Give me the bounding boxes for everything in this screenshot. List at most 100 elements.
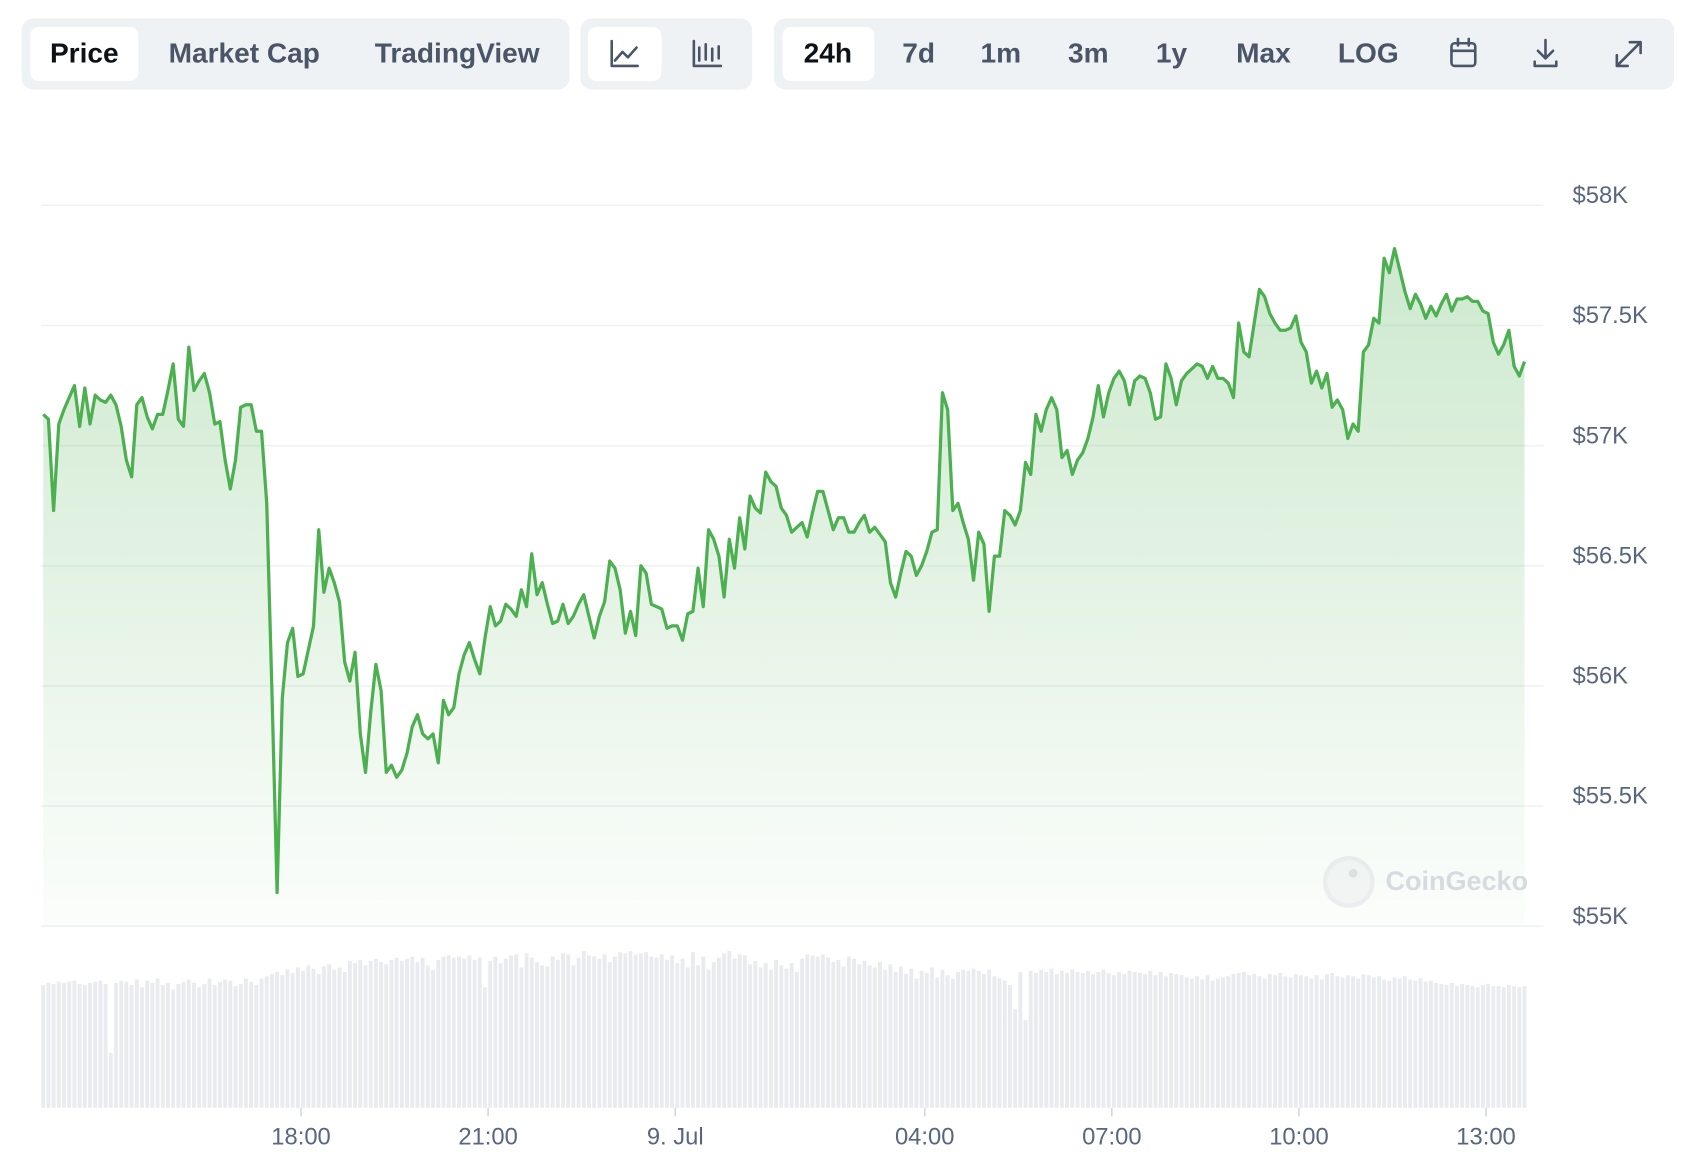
y-tick-label: $57.5K <box>1573 302 1648 329</box>
volume-bar <box>1075 971 1080 1108</box>
volume-bar <box>1106 973 1111 1108</box>
volume-bar <box>800 958 805 1108</box>
volume-bar <box>1309 978 1314 1108</box>
volume-bar <box>1273 975 1277 1108</box>
volume-bar <box>108 1053 113 1108</box>
x-tick-label: 13:00 <box>1456 1123 1515 1150</box>
view-button[interactable]: TradingView <box>375 38 540 69</box>
volume-bar <box>1247 975 1251 1108</box>
volume-bar <box>904 974 908 1108</box>
volume-bar <box>264 976 269 1108</box>
range-button[interactable]: 3m <box>1068 38 1109 69</box>
volume-bar <box>696 965 701 1108</box>
volume-bar <box>649 956 654 1108</box>
volume-bar <box>774 959 779 1108</box>
volume-bar <box>664 959 669 1108</box>
calendar-icon[interactable] <box>1450 37 1477 68</box>
volume-bar <box>753 960 758 1108</box>
volume-bar <box>1044 971 1049 1108</box>
volume-bar <box>519 967 524 1108</box>
range-button[interactable]: Max <box>1236 38 1291 69</box>
volume-bar <box>1392 977 1397 1108</box>
volume-bar <box>451 957 456 1108</box>
volume-bar <box>1397 978 1402 1108</box>
volume-bar <box>1195 976 1200 1108</box>
volume-bar <box>405 958 409 1108</box>
volume-bar <box>88 982 92 1108</box>
volume-bar <box>701 956 706 1108</box>
volume-bar <box>524 953 529 1108</box>
volume-bar <box>1241 971 1246 1108</box>
volume-bar <box>1158 971 1163 1108</box>
volume-bar <box>275 971 280 1108</box>
range-button[interactable]: 24h <box>804 38 852 69</box>
volume-bar <box>789 963 794 1108</box>
x-tick-label: 18:00 <box>271 1123 330 1150</box>
volume-bar <box>212 985 217 1108</box>
volume-bar <box>1054 974 1059 1108</box>
volume-bar <box>441 956 446 1108</box>
volume-bar <box>940 969 945 1108</box>
log-button[interactable]: LOG <box>1338 38 1399 69</box>
volume-bar <box>826 957 830 1108</box>
volume-bar <box>1423 981 1428 1108</box>
volume-bar <box>571 965 576 1108</box>
volume-bar <box>1252 974 1257 1108</box>
volume-bar <box>1018 971 1023 1108</box>
volume-bar <box>1465 985 1470 1108</box>
volume-bar <box>555 959 560 1108</box>
view-button[interactable]: Market Cap <box>169 38 320 69</box>
volume-bar <box>425 965 430 1108</box>
volume-bar <box>1345 975 1350 1108</box>
view-selected <box>30 27 139 82</box>
volume-bar <box>290 973 295 1108</box>
volume-bar <box>836 959 841 1108</box>
volume-bar <box>1257 976 1262 1108</box>
candle-chart-icon[interactable] <box>692 39 723 68</box>
volume-bar <box>545 966 550 1108</box>
volume-bar <box>1418 978 1423 1108</box>
volume-bar <box>1408 979 1413 1108</box>
volume-bar <box>51 983 56 1108</box>
volume-bar <box>1085 970 1090 1108</box>
volume-bar <box>1137 973 1142 1108</box>
volume-bar <box>269 974 274 1108</box>
volume-bar <box>581 951 586 1108</box>
range-button[interactable]: 1m <box>980 38 1021 69</box>
volume-bar <box>373 958 378 1108</box>
volume-bar <box>280 975 285 1108</box>
download-icon[interactable] <box>1533 38 1558 68</box>
range-button[interactable]: 7d <box>902 38 935 69</box>
volume-bar <box>597 958 602 1108</box>
line-chart-icon[interactable] <box>610 39 639 68</box>
volume-bar <box>410 956 415 1108</box>
range-button[interactable]: 1y <box>1156 38 1188 69</box>
volume-bar <box>831 962 836 1108</box>
volume-bar <box>1460 983 1465 1108</box>
volume-bar <box>56 981 61 1108</box>
volume-bar <box>935 977 940 1108</box>
volume-bar <box>919 970 924 1108</box>
volume-bar <box>436 959 441 1108</box>
plot <box>41 204 1544 1117</box>
volume-bar <box>186 979 191 1108</box>
volume-bar <box>982 974 986 1108</box>
volume-bar <box>1059 970 1064 1108</box>
volume-bar <box>1200 979 1205 1108</box>
volume-bar <box>768 969 773 1108</box>
volume-bar <box>685 967 690 1108</box>
fullscreen-icon[interactable] <box>1615 40 1642 68</box>
volume-bar <box>379 962 384 1108</box>
view-button[interactable]: Price <box>50 38 119 69</box>
volume-bar <box>98 980 103 1108</box>
volume-bar <box>72 980 77 1108</box>
volume-bar <box>394 957 399 1108</box>
y-tick-label: $56K <box>1573 663 1629 690</box>
volume-bar <box>1184 977 1189 1108</box>
volume-bar <box>1361 974 1366 1108</box>
volume-bar <box>1506 985 1511 1108</box>
volume-bar <box>1065 973 1070 1108</box>
volume-bar <box>587 955 591 1108</box>
volume-bar <box>41 985 46 1108</box>
volume-bar <box>514 954 519 1108</box>
